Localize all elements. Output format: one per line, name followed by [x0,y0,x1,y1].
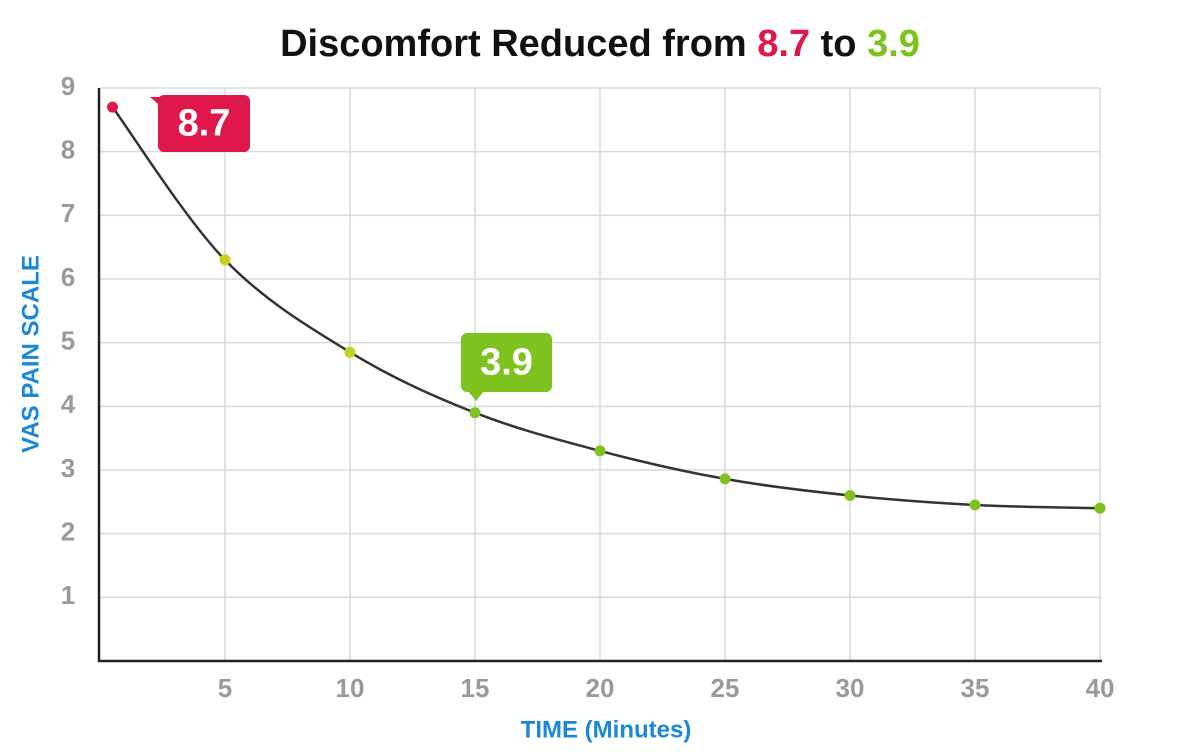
title-to: 3.9 [867,23,920,65]
x-tick-label: 10 [336,673,365,703]
y-tick-label: 9 [61,71,75,101]
x-axis-label: TIME (Minutes) [521,716,692,743]
point [594,445,606,457]
point [219,254,231,266]
y-tick-label: 6 [61,262,75,292]
y-tick-label: 2 [61,517,75,547]
y-tick-label: 8 [61,135,75,165]
x-tick-label: 20 [586,673,615,703]
point [719,473,731,485]
x-tick-label: 25 [711,673,740,703]
point [344,346,356,358]
y-axis-label: VAS PAIN SCALE [17,255,44,453]
y-tick-label: 7 [61,198,75,228]
grid [97,87,1102,663]
y-tick-label: 4 [61,389,76,419]
x-tick-label: 35 [961,673,990,703]
callout-pointer [150,97,165,104]
plot: 8.7 3.9 [107,95,1106,514]
x-tick-label: 15 [461,673,490,703]
chart-title: Discomfort Reduced from 8.7 to 3.9 [280,23,920,65]
point [469,407,481,419]
point [1094,502,1106,514]
x-tick-label: 5 [218,673,232,703]
point [969,499,981,511]
y-tick-label: 3 [61,453,75,483]
title-lead: Discomfort Reduced from [280,23,747,65]
title-from: 8.7 [757,23,810,65]
callout-box [461,333,552,392]
callout-label: 8.7 [178,103,231,145]
callout-box [158,95,250,152]
curve [111,106,1101,510]
point [107,101,118,113]
x-tick-label: 30 [836,673,865,703]
title-mid: to [821,23,857,65]
point [844,489,856,501]
callout-label: 3.9 [480,342,533,384]
x-tick-label: 40 [1086,673,1115,703]
y-tick-label: 5 [61,326,75,356]
callout-pointer [468,391,484,401]
y-tick-label: 1 [61,580,75,610]
